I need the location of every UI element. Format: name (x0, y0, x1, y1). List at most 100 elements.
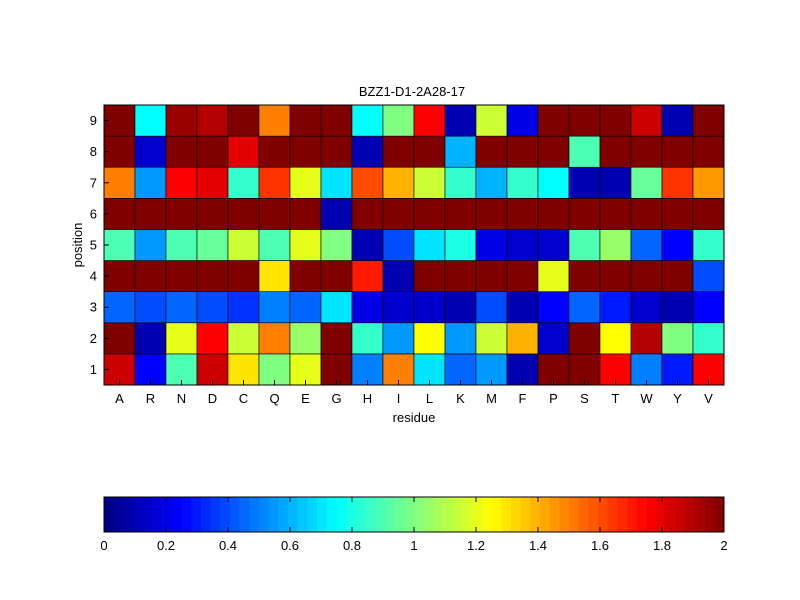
heatmap-cell-N-2 (165, 322, 198, 355)
heatmap-cell-R-2 (134, 322, 167, 355)
heatmap-cell-S-9 (568, 104, 601, 137)
x-tick-label: I (397, 391, 401, 406)
colorbar-swatch (588, 497, 599, 532)
heatmap-cell-S-1 (568, 353, 601, 386)
heatmap-cell-L-5 (413, 229, 446, 261)
heatmap-cell-K-8 (444, 135, 477, 168)
heatmap-cell-I-8 (382, 135, 415, 168)
colorbar-swatch (239, 497, 250, 532)
heatmap-cell-D-2 (196, 322, 229, 355)
colorbar-tick-label: 1.6 (591, 538, 609, 553)
heatmap-cell-S-5 (568, 229, 601, 261)
colorbar-swatch (481, 497, 492, 532)
heatmap-cell-T-8 (599, 135, 632, 168)
heatmap-cell-P-6 (537, 198, 570, 230)
heatmap-cell-P-2 (537, 322, 570, 355)
heatmap-cell-N-9 (165, 104, 198, 137)
colorbar-swatch (326, 497, 337, 532)
heatmap-cell-I-1 (382, 353, 415, 386)
heatmap-cell-F-3 (506, 291, 539, 324)
heatmap-cell-W-1 (630, 353, 663, 386)
heatmap-cell-P-5 (537, 229, 570, 261)
heatmap-cell-S-2 (568, 322, 601, 355)
y-tick-label: 2 (90, 331, 97, 346)
heatmap-cell-A-6 (103, 198, 136, 230)
heatmap-cell-E-8 (289, 135, 322, 168)
colorbar-tick-label: 1 (410, 538, 417, 553)
heatmap-cell-E-2 (289, 322, 322, 355)
heatmap-cell-G-5 (320, 229, 353, 261)
heatmap-cell-N-8 (165, 135, 198, 168)
heatmap-cell-G-1 (320, 353, 353, 386)
heatmap-cell-Y-9 (661, 104, 694, 137)
heatmap-cell-V-9 (692, 104, 725, 137)
heatmap-cell-P-4 (537, 260, 570, 292)
y-tick-label: 9 (90, 113, 97, 128)
heatmap-cell-E-4 (289, 260, 322, 292)
heatmap-cell-W-7 (630, 166, 663, 199)
heatmap-cell-R-4 (134, 260, 167, 292)
heatmap-cell-H-3 (351, 291, 384, 324)
heatmap-cell-K-6 (444, 198, 477, 230)
heatmap-cell-L-8 (413, 135, 446, 168)
colorbar-swatch (491, 497, 502, 532)
colorbar-swatch (181, 497, 192, 532)
colorbar-swatch (133, 497, 144, 532)
heatmap-cell-P-7 (537, 166, 570, 199)
x-tick-label: L (426, 391, 433, 406)
heatmap-cell-Y-8 (661, 135, 694, 168)
y-tick-label: 8 (90, 144, 97, 159)
colorbar-swatch (307, 497, 318, 532)
heatmap-cell-D-3 (196, 291, 229, 324)
heatmap-cell-A-4 (103, 260, 136, 292)
heatmap-cell-E-5 (289, 229, 322, 261)
heatmap-cell-F-5 (506, 229, 539, 261)
colorbar-swatch (607, 497, 618, 532)
heatmap-cell-I-5 (382, 229, 415, 261)
heatmap-cell-H-9 (351, 104, 384, 137)
heatmap-cell-G-3 (320, 291, 353, 324)
heatmap-cell-Q-8 (258, 135, 291, 168)
heatmap-cell-C-4 (227, 260, 260, 292)
heatmap-cell-M-4 (475, 260, 508, 292)
x-tick-label: T (612, 391, 620, 406)
colorbar-swatch (297, 497, 308, 532)
heatmap-cell-T-1 (599, 353, 632, 386)
x-tick-label: N (177, 391, 186, 406)
colorbar-swatch (104, 497, 114, 532)
heatmap-cell-K-5 (444, 229, 477, 261)
heatmap-cell-R-1 (134, 353, 167, 386)
colorbar-swatch (501, 497, 512, 532)
heatmap-cell-I-4 (382, 260, 415, 292)
x-tick-label: D (208, 391, 217, 406)
heatmap-cell-H-4 (351, 260, 384, 292)
heatmap-cell-D-8 (196, 135, 229, 168)
heatmap-cell-W-6 (630, 198, 663, 230)
heatmap-cell-Y-2 (661, 322, 694, 355)
colorbar-swatch (472, 497, 483, 532)
heatmap-cell-M-5 (475, 229, 508, 261)
heatmap-cell-K-2 (444, 322, 477, 355)
colorbar-tick-label: 0.4 (219, 538, 237, 553)
heatmap-cell-S-8 (568, 135, 601, 168)
heatmap-cell-Y-5 (661, 229, 694, 261)
heatmap-cell-S-7 (568, 166, 601, 199)
heatmap-cell-N-6 (165, 198, 198, 230)
y-tick-label: 5 (90, 238, 97, 253)
heatmap-cell-W-5 (630, 229, 663, 261)
x-tick-label: E (301, 391, 310, 406)
colorbar-tick-label: 1.8 (653, 538, 671, 553)
colorbar-swatch (123, 497, 134, 532)
x-tick-label: C (239, 391, 248, 406)
heatmap-cell-I-3 (382, 291, 415, 324)
colorbar-swatch (191, 497, 202, 532)
heatmap-cell-V-7 (692, 166, 725, 199)
colorbar-swatch (598, 497, 609, 532)
heatmap-cell-A-2 (103, 322, 136, 355)
heatmap-cell-T-5 (599, 229, 632, 261)
heatmap-cell-C-7 (227, 166, 260, 199)
colorbar-swatch (365, 497, 376, 532)
heatmap-cell-D-9 (196, 104, 229, 137)
